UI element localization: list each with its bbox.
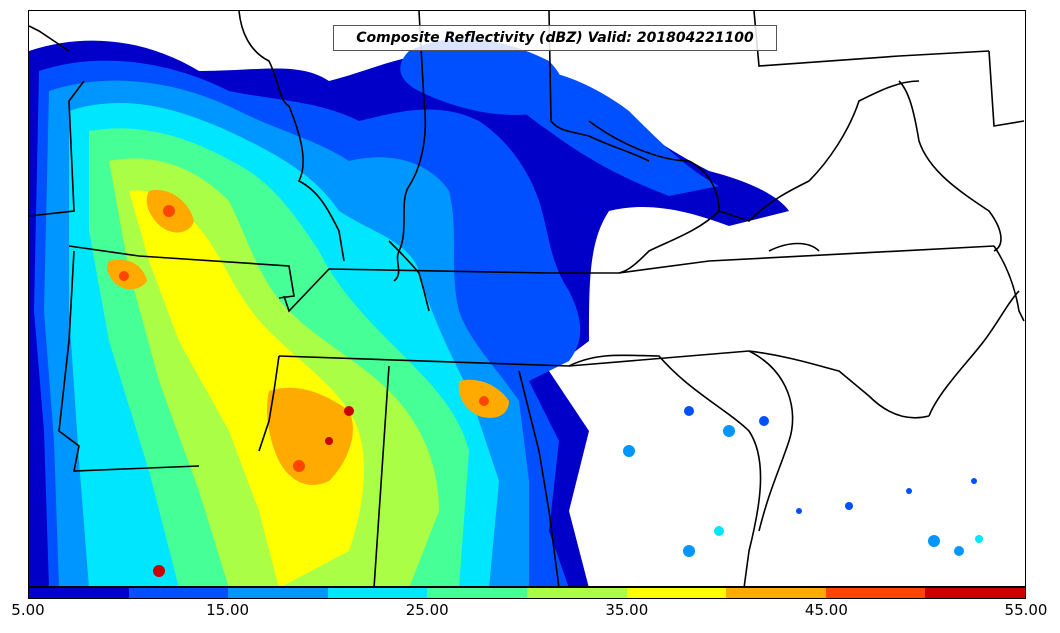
- colorbar-segment: [726, 588, 826, 598]
- colorbar-segment: [626, 588, 727, 598]
- map-title: Composite Reflectivity (dBZ) Valid: 2018…: [333, 25, 777, 51]
- colorbar-segment: [29, 588, 129, 598]
- colorbar-segment: [327, 588, 428, 598]
- state-boundaries: [29, 11, 1025, 586]
- colorbar-tick-label: 15.00: [206, 601, 250, 619]
- colorbar-tick-label: 35.00: [605, 601, 649, 619]
- colorbar-segment: [128, 588, 229, 598]
- map-panel: Composite Reflectivity (dBZ) Valid: 2018…: [28, 10, 1026, 587]
- colorbar-tick-label: 55.00: [1004, 601, 1048, 619]
- colorbar-segment: [526, 588, 627, 598]
- reflectivity-field: [29, 38, 983, 586]
- colorbar-tick-label: 45.00: [804, 601, 848, 619]
- colorbar-segment: [825, 588, 926, 598]
- reflectivity-map: [29, 11, 1025, 586]
- colorbar-tick-label: 25.00: [405, 601, 449, 619]
- colorbar: [28, 587, 1026, 599]
- colorbar-segment: [228, 588, 328, 598]
- colorbar-labels: 5.00 15.00 25.00 35.00 45.00 55.00: [0, 601, 1060, 621]
- colorbar-segment: [427, 588, 527, 598]
- colorbar-segment: [925, 588, 1025, 598]
- colorbar-tick-label: 5.00: [11, 601, 45, 619]
